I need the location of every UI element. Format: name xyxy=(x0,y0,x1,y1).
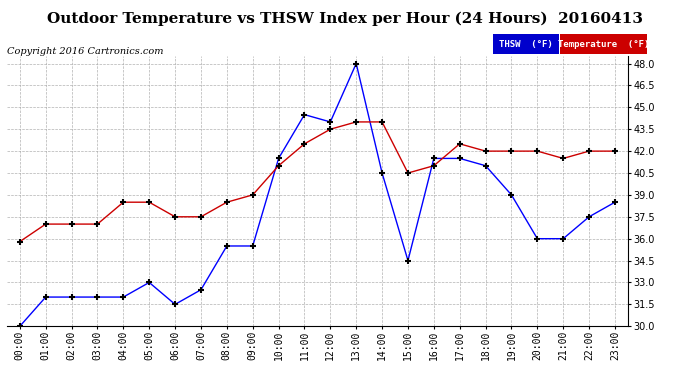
Text: Outdoor Temperature vs THSW Index per Hour (24 Hours)  20160413: Outdoor Temperature vs THSW Index per Ho… xyxy=(47,11,643,26)
Text: THSW  (°F): THSW (°F) xyxy=(500,40,553,49)
Text: Copyright 2016 Cartronics.com: Copyright 2016 Cartronics.com xyxy=(7,47,164,56)
Text: Temperature  (°F): Temperature (°F) xyxy=(558,40,649,49)
